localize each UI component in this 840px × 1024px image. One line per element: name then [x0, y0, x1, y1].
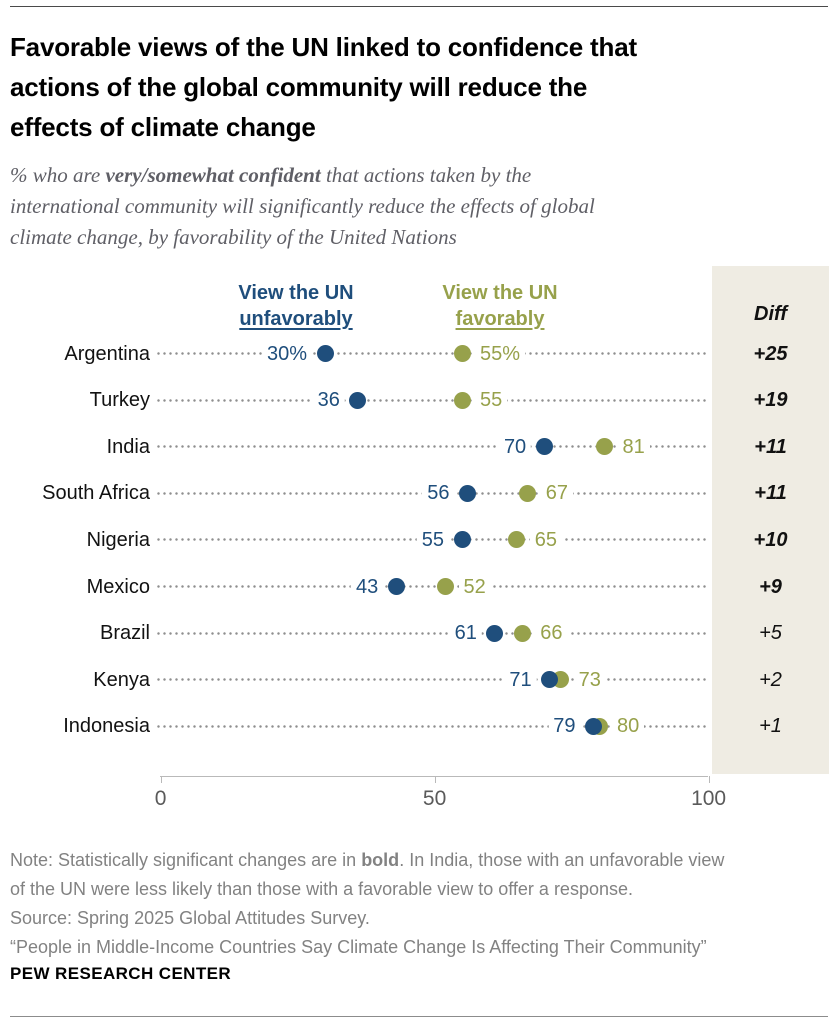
page-title-line-1: Favorable views of the UN linked to conf…	[10, 32, 637, 62]
country-label: India	[106, 435, 150, 458]
chart-subtitle: % who are very/somewhat confident that a…	[10, 160, 825, 253]
value-label-unfavorable: 43	[350, 574, 384, 599]
dot-unfavorable	[585, 717, 603, 735]
row-leader	[157, 445, 706, 449]
diff-value: +11	[754, 482, 787, 505]
dot-unfavorable	[316, 345, 334, 362]
value-label-favorable: 66	[535, 621, 568, 646]
diff-value: +1	[759, 715, 782, 738]
value-label-unfavorable: 36	[312, 388, 345, 413]
row-leader	[157, 585, 706, 588]
legend-unfavorable-line-2: unfavorably	[239, 308, 353, 330]
x-axis-tick-label: 0	[154, 787, 167, 810]
x-axis-tick-label: 50	[422, 787, 447, 810]
country-label: Nigeria	[86, 528, 150, 551]
dot-unfavorable	[349, 391, 367, 409]
country-label: Argentina	[64, 342, 150, 365]
legend-favorable-line-1: View the UN	[442, 282, 558, 304]
diff-value: +10	[753, 528, 788, 551]
row-leader	[157, 724, 706, 728]
value-label-favorable: 52	[458, 574, 491, 599]
diff-column-header: Diff	[754, 303, 787, 325]
value-label-favorable: 55	[475, 388, 508, 413]
value-label-unfavorable: 71	[504, 667, 537, 692]
top-rule	[10, 6, 828, 7]
source-text: Source: Spring 2025 Global Attitudes Sur…	[10, 908, 370, 928]
subtitle-line-2: international community will significant…	[10, 194, 595, 218]
dot-favorable	[508, 531, 526, 549]
value-label-favorable: 81	[617, 434, 650, 459]
dot-favorable	[513, 624, 531, 642]
x-axis-tick	[434, 776, 436, 783]
x-axis-tick	[160, 776, 162, 783]
page-title: Favorable views of the UN linked to conf…	[10, 27, 637, 147]
bottom-rule	[10, 1016, 828, 1017]
dot-favorable	[453, 345, 471, 362]
value-label-favorable: 65	[529, 527, 563, 552]
note-line-1: Note: Statistically significant changes …	[10, 850, 725, 870]
legend-unfavorable-line-1: View the UN	[238, 282, 354, 304]
subtitle-line-3: climate change, by favorability of the U…	[10, 225, 457, 249]
dot-favorable	[453, 391, 471, 409]
value-label-unfavorable: 61	[449, 621, 482, 646]
dot-favorable	[519, 484, 537, 502]
country-label: Indonesia	[63, 715, 150, 738]
dot-favorable	[595, 438, 613, 456]
value-label-unfavorable: 79	[548, 714, 581, 739]
legend-favorable: View the UN favorably	[408, 280, 592, 332]
subtitle-line-1: % who are very/somewhat confident that a…	[10, 163, 532, 187]
diff-value: +19	[753, 389, 788, 412]
note-line-2: of the UN were less likely than those wi…	[10, 879, 633, 899]
dot-unfavorable	[535, 438, 553, 456]
country-label: Turkey	[89, 389, 150, 412]
diff-value: +9	[759, 575, 782, 598]
x-axis-tick-label: 100	[691, 787, 727, 810]
value-label-favorable: 80	[612, 714, 645, 739]
country-label: South Africa	[42, 482, 150, 505]
value-label-favorable: 73	[573, 667, 606, 692]
value-label-favorable: 67	[540, 481, 573, 506]
dot-unfavorable	[458, 484, 476, 502]
page-title-line-3: effects of climate change	[10, 112, 316, 142]
diff-value: +11	[754, 435, 787, 458]
dot-favorable	[437, 578, 455, 595]
diff-value: +25	[753, 342, 788, 365]
diff-value: +2	[759, 668, 782, 691]
value-label-favorable: 55%	[475, 341, 526, 366]
diff-panel	[712, 266, 829, 774]
value-label-unfavorable: 55	[416, 527, 449, 552]
diff-value: +5	[759, 622, 782, 645]
dot-unfavorable	[541, 671, 559, 689]
page-title-line-2: actions of the global community will red…	[10, 72, 588, 102]
note-text: Note: Statistically significant changes …	[10, 846, 830, 962]
country-label: Kenya	[93, 668, 150, 691]
country-label: Mexico	[86, 575, 150, 598]
row-leader	[157, 398, 706, 402]
value-label-unfavorable: 56	[422, 481, 455, 506]
row-leader	[157, 631, 706, 635]
dot-unfavorable	[486, 624, 504, 642]
dot-unfavorable	[387, 578, 405, 595]
x-axis-tick	[708, 776, 710, 783]
value-label-unfavorable: 70	[498, 434, 532, 459]
legend-unfavorable: View the UN unfavorably	[204, 280, 388, 332]
row-leader	[157, 678, 706, 682]
dot-unfavorable	[453, 531, 471, 549]
row-leader	[157, 352, 706, 355]
value-label-unfavorable: 30%	[261, 341, 312, 366]
country-label: Brazil	[99, 622, 150, 645]
legend-favorable-line-2: favorably	[455, 308, 545, 330]
brand: PEW RESEARCH CENTER	[10, 964, 232, 983]
quote-text: “People in Middle-Income Countries Say C…	[10, 937, 707, 957]
x-axis-line	[160, 776, 708, 777]
